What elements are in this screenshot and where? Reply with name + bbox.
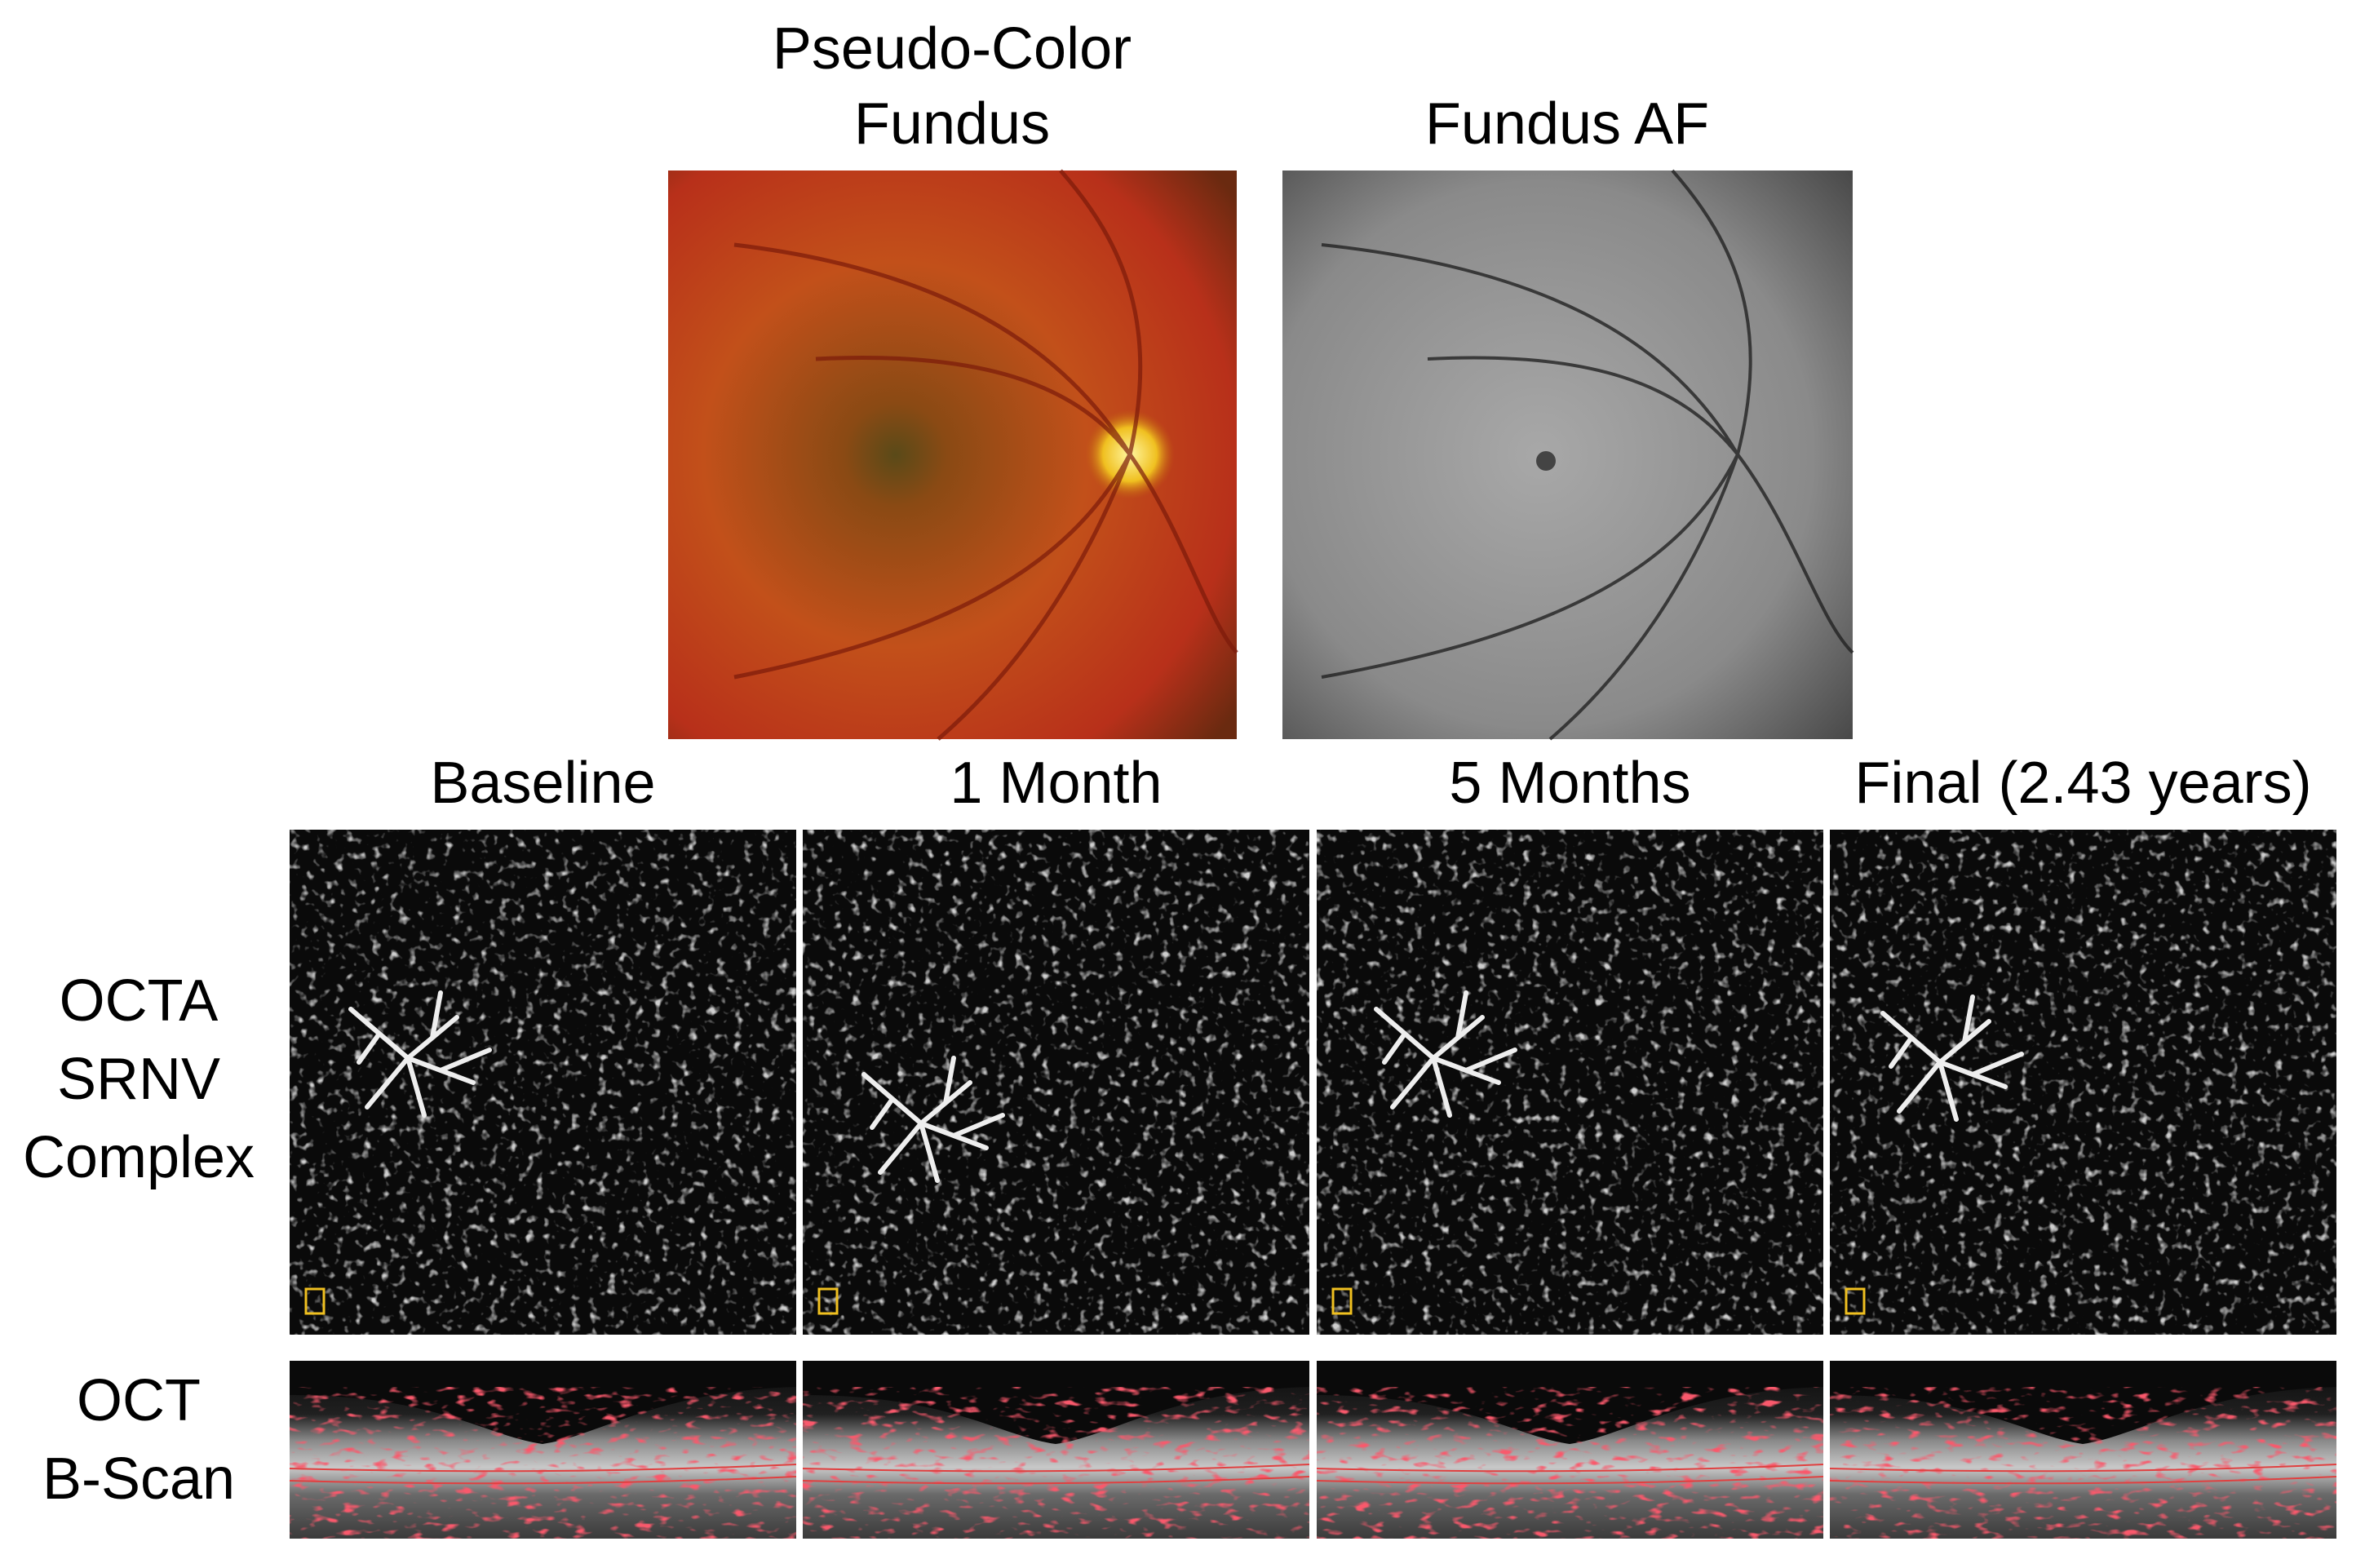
octa-lesion (1880, 994, 2024, 1122)
oct-segmentation-line (1829, 1464, 2337, 1485)
oct-flow-overlay (1317, 1387, 1823, 1539)
octa-lesion (861, 1056, 1005, 1183)
oct-bscan-image (289, 1361, 797, 1539)
timepoint-label: 1 Month (950, 751, 1162, 816)
timepoint-label: Baseline (430, 751, 655, 816)
oct-segmentation-line (802, 1464, 1310, 1485)
octa-scale-icon (1845, 1287, 1866, 1315)
panel-title: Fundus (854, 91, 1050, 157)
panel-title: Pseudo-Color (773, 16, 1132, 82)
octa-lesion (1374, 990, 1517, 1118)
octa-image (1830, 830, 2336, 1335)
oct-bscan-image (1316, 1361, 1824, 1539)
octa-speckle (290, 830, 796, 1335)
row-label: SRNV (57, 1047, 220, 1112)
row-label: OCT (77, 1368, 201, 1433)
octa-image (1317, 830, 1823, 1335)
octa-scale-icon (1331, 1287, 1353, 1315)
octa-image (290, 830, 796, 1335)
oct-flow-overlay (803, 1387, 1309, 1539)
oct-flow-overlay (290, 1387, 796, 1539)
octa-scale-icon (817, 1287, 839, 1315)
octa-scale-icon (304, 1287, 326, 1315)
octa-image (803, 830, 1309, 1335)
octa-speckle (1317, 830, 1823, 1335)
oct-bscan-image (802, 1361, 1310, 1539)
octa-speckle (803, 830, 1309, 1335)
oct-segmentation-line (1316, 1464, 1824, 1485)
octa-lesion (348, 990, 492, 1118)
timepoint-label: Final (2.43 years) (1854, 751, 2311, 816)
panel-title: Fundus AF (1425, 91, 1709, 157)
oct-flow-overlay (1830, 1387, 2336, 1539)
row-label: Complex (23, 1125, 255, 1190)
timepoint-label: 5 Months (1449, 751, 1690, 816)
pseudo-color-fundus-image (668, 169, 1238, 741)
oct-bscan-image (1829, 1361, 2337, 1539)
octa-speckle (1830, 830, 2336, 1335)
oct-segmentation-line (289, 1464, 797, 1485)
fundus-af-image (1282, 169, 1854, 741)
row-label: OCTA (60, 968, 219, 1034)
row-label: B-Scan (42, 1446, 235, 1512)
